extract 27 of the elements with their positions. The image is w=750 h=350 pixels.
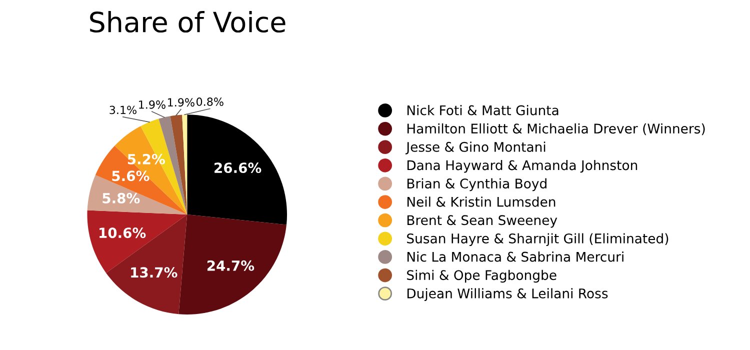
- chart-title: Share of Voice: [90, 11, 286, 33]
- legend-label: Nick Foti & Matt Giunta: [407, 105, 558, 116]
- pie-slice: [95, 146, 188, 215]
- pie-slice: [170, 114, 188, 215]
- legend-label: Brent & Sean Sweeney: [407, 215, 558, 228]
- data-label: 26.6%: [214, 162, 262, 174]
- legend-label: Neil & Kristin Lumsden: [407, 196, 556, 207]
- legend-label: Brian & Cynthia Boyd: [407, 178, 546, 192]
- data-label: 13.7%: [131, 267, 178, 278]
- data-label: 5.2%: [128, 154, 165, 164]
- data-label: 10.6%: [100, 228, 146, 238]
- data-label: 1.9%: [168, 98, 194, 107]
- legend-label: Simi & Ope Fagbongbe: [407, 270, 556, 283]
- pie-slice: [178, 214, 287, 314]
- data-label: 0.8%: [196, 98, 224, 106]
- legend-label: Nic La Monaca & Sabrina Mercuri: [407, 252, 624, 262]
- pie-slice: [187, 114, 288, 225]
- legend-label: Jesse & Gino Montani: [406, 142, 546, 154]
- data-label: 1.9%: [139, 100, 166, 109]
- legend-label: Susan Hayre & Sharnjit Gill (Eliminated): [407, 233, 668, 246]
- data-label: 5.8%: [102, 192, 140, 204]
- legend-label: Dana Hayward & Amanda Johnston: [407, 160, 638, 173]
- data-label: 3.1%: [110, 106, 136, 114]
- data-label: 5.6%: [112, 170, 150, 182]
- legend-label: Hamilton Elliott & Michaelia Drever (Winners): [407, 123, 705, 136]
- legend-label: Dujean Williams & Leilani Ross: [407, 288, 608, 301]
- data-label: 24.7%: [207, 260, 254, 271]
